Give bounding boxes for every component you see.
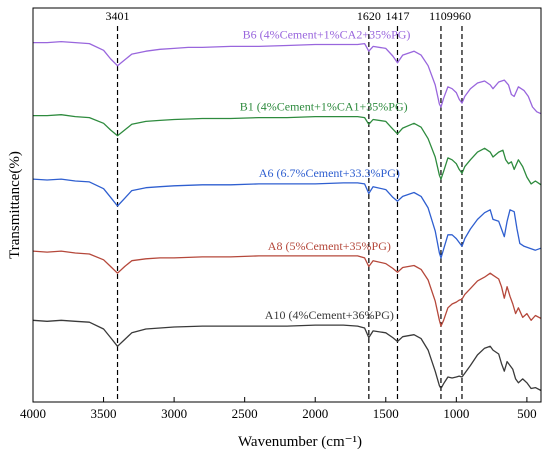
series-label: B6 (4%Cement+1%CA2+35%PG) <box>243 28 411 42</box>
y-axis-title: Transmittance(%) <box>7 151 23 259</box>
x-tick-label: 500 <box>517 406 537 421</box>
peak-label: 960 <box>453 9 471 23</box>
series-label: A10 (4%Cement+36%PG) <box>265 308 394 322</box>
spectrum-line <box>32 178 542 259</box>
peak-labels: 3401 1620 1417 1109 960 <box>106 9 471 23</box>
spectrum-line <box>32 250 542 327</box>
x-tick-label: 2500 <box>232 406 258 421</box>
x-tick-label: 4000 <box>20 406 46 421</box>
peak-label: 1109 <box>429 9 453 23</box>
series-label: B1 (4%Cement+1%CA1+35%PG) <box>240 100 408 114</box>
spectra <box>32 40 542 392</box>
x-tick-label: 1000 <box>443 406 469 421</box>
spectrum-line <box>33 114 542 186</box>
plot-frame <box>32 7 542 403</box>
series-label: A6 (6.7%Cement+33.3%PG) <box>259 166 400 180</box>
x-axis-title: Wavenumber (cm⁻¹) <box>238 434 362 450</box>
peak-reference-lines <box>116 26 463 402</box>
series-label: A8 (5%Cement+35%PG) <box>268 239 391 253</box>
series-labels: B6 (4%Cement+1%CA2+35%PG) B1 (4%Cement+1%… <box>240 28 411 323</box>
x-tick-label: 2000 <box>302 406 328 421</box>
peak-label: 1417 <box>385 9 409 23</box>
peak-label: 1620 <box>357 9 381 23</box>
x-tick-label: 3500 <box>91 406 117 421</box>
spectrum-line <box>32 319 542 392</box>
x-tick-label: 1500 <box>373 406 399 421</box>
x-axis-ticks: 4000 3500 3000 2500 2000 1500 1000 500 <box>20 397 537 421</box>
x-tick-label: 3000 <box>161 406 187 421</box>
peak-label: 3401 <box>106 9 130 23</box>
spectrum-line <box>33 40 542 115</box>
